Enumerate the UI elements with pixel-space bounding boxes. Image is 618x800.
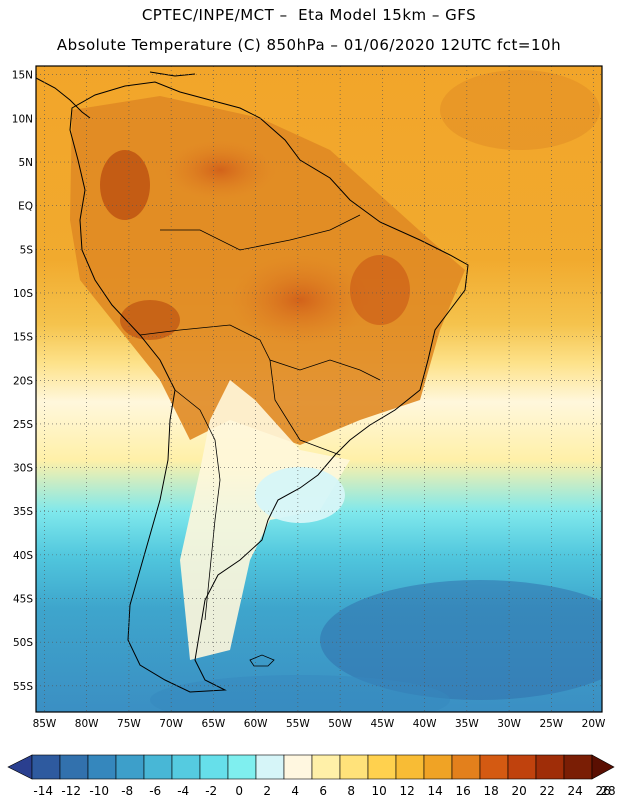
latitude-tick-label: 25S — [13, 419, 33, 431]
warm-core-north — [165, 140, 275, 200]
colorbar-box — [311, 754, 341, 780]
longitude-tick-label: 50W — [328, 718, 352, 730]
central-america-outline — [35, 77, 91, 119]
colorbar-label: 22 — [540, 784, 555, 798]
border-chile-argentina — [174, 389, 221, 621]
longitude-tick-label: 60W — [244, 718, 268, 730]
colorbar-label: 4 — [291, 784, 299, 798]
hot-andes-north — [100, 150, 150, 220]
cold-ocean-drake — [150, 675, 450, 712]
colorbar-box — [143, 754, 173, 780]
colorbar-box — [171, 754, 201, 780]
colorbar-box — [423, 754, 453, 780]
colorbar-over-triangle — [591, 754, 615, 780]
cool-plume — [180, 380, 350, 660]
colorbar-label: 28 — [600, 784, 615, 798]
longitude-tick-label: 35W — [455, 718, 479, 730]
colorbar-label: 20 — [512, 784, 527, 798]
colorbar — [7, 754, 615, 780]
longitude-tick-label: 80W — [75, 718, 99, 730]
colorbar-box — [227, 754, 257, 780]
falkland-islands — [249, 654, 275, 667]
colorbar-box — [255, 754, 285, 780]
colorbar-box — [199, 754, 229, 780]
colorbar-box — [31, 754, 61, 780]
hot-northeast-brazil — [350, 255, 410, 325]
colorbar-label: -8 — [121, 784, 133, 798]
latitude-tick-label: 15N — [12, 70, 33, 82]
temperature-field — [36, 66, 602, 712]
colorbar-label: -4 — [177, 784, 189, 798]
chart-title-line2: Absolute Temperature (C) 850hPa – 01/06/… — [56, 36, 562, 54]
cold-air-uruguay — [255, 467, 345, 523]
latitude-tick-label: 15S — [13, 332, 33, 344]
colorbar-box — [395, 754, 425, 780]
latitude-tick-label: 30S — [13, 463, 33, 475]
colorbar-label: -2 — [205, 784, 217, 798]
longitude-tick-label: 75W — [117, 718, 141, 730]
border-line-north — [160, 214, 361, 251]
colorbar-box — [283, 754, 313, 780]
colorbar-labels: -14 -12 -10 -8 -6 -4 -2 0 2 4 6 8 10 12 14 16 18 20 22 24 26… — [33, 784, 615, 798]
colorbar-label: 10 — [372, 784, 387, 798]
colorbar-label: 0 — [235, 784, 243, 798]
colorbar-box — [59, 754, 89, 780]
colorbar-box — [563, 754, 593, 780]
longitude-tick-label: 20W — [582, 718, 606, 730]
chart-title-line1: CPTEC/INPE/MCT – Eta Model 15km – GFS — [141, 6, 477, 24]
longitude-tick-label: 55W — [286, 718, 310, 730]
colorbar-label: 24 — [568, 784, 583, 798]
latitude-tick-label: 20S — [13, 375, 33, 387]
longitude-tick-label: 40W — [413, 718, 437, 730]
colorbar-box — [367, 754, 397, 780]
latitude-tick-label: 5S — [20, 244, 34, 256]
south-america-outline — [69, 81, 469, 693]
longitude-tick-label: 65W — [202, 718, 226, 730]
latitude-tick-label: 10N — [12, 113, 33, 125]
latitude-tick-label: 45S — [13, 594, 33, 606]
map-frame — [35, 65, 603, 713]
colorbar-label: 8 — [347, 784, 355, 798]
colorbar-label: -12 — [61, 784, 81, 798]
colorbar-label: -6 — [149, 784, 161, 798]
colorbar-label: 18 — [484, 784, 499, 798]
colorbar-label: 6 — [319, 784, 327, 798]
colorbar-box — [339, 754, 369, 780]
longitude-tick-label: 30W — [497, 718, 521, 730]
colorbar-box — [507, 754, 537, 780]
latitude-tick-label: 55S — [13, 681, 33, 693]
warm-atlantic-north — [440, 70, 600, 150]
longitude-tick-labels: 85W 80W 75W 70W 65W 60W 55W 50W 45W 40W 35W 30W 25W 2… — [33, 718, 606, 730]
longitude-tick-label: 85W — [33, 718, 57, 730]
colorbar-label: -14 — [33, 784, 53, 798]
longitude-tick-label: 45W — [370, 718, 394, 730]
latitude-tick-label: EQ — [18, 201, 33, 213]
latitude-tick-label: 10S — [13, 288, 33, 300]
latitude-tick-labels: 15N 10N 5N EQ 5S 10S 15S 20S 25S 30S 35S 40S 45S 50S 5… — [12, 70, 34, 693]
colorbar-box — [115, 754, 145, 780]
colorbar-label: 2 — [263, 784, 271, 798]
latitude-tick-label: 50S — [13, 637, 33, 649]
longitude-tick-label: 25W — [539, 718, 563, 730]
warm-core-center — [230, 255, 370, 345]
colorbar-box — [479, 754, 509, 780]
colorbar-under-triangle — [7, 754, 33, 780]
cold-ocean-south — [320, 580, 602, 700]
colorbar-label: -10 — [89, 784, 109, 798]
colorbar-label: 16 — [456, 784, 471, 798]
colorbar-label: 26 — [596, 784, 611, 798]
colorbar-box — [87, 754, 117, 780]
longitude-tick-label: 70W — [159, 718, 183, 730]
latitude-tick-label: 5N — [18, 157, 33, 169]
colorbar-box — [535, 754, 565, 780]
latitude-tick-label: 35S — [13, 506, 33, 518]
colorbar-label: 14 — [428, 784, 443, 798]
latitude-tick-label: 40S — [13, 550, 33, 562]
colorbar-box — [451, 754, 481, 780]
colorbar-label: 12 — [400, 784, 415, 798]
